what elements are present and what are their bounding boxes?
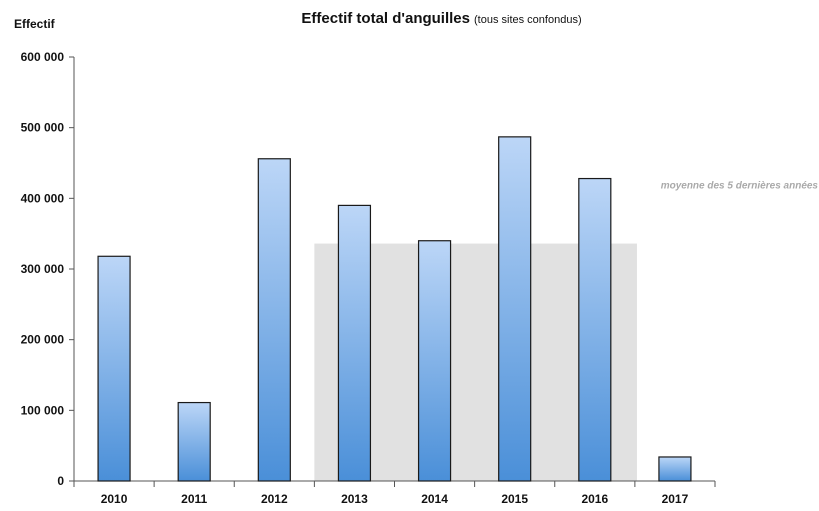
y-tick-label: 100 000 <box>21 403 65 417</box>
x-tick-label: 2015 <box>501 492 528 506</box>
y-tick-label: 400 000 <box>21 191 65 205</box>
bar-2016 <box>578 177 612 482</box>
x-tick-label: 2017 <box>662 492 689 506</box>
bar-2014 <box>417 240 452 482</box>
tick-labels: 0 100 000 200 000 300 000 400 000 500 000 600 … <box>21 50 689 506</box>
x-tick-label: 2016 <box>581 492 608 506</box>
bar-2012 <box>257 158 291 482</box>
y-tick-label: 500 000 <box>21 121 65 135</box>
x-tick-label: 2013 <box>341 492 368 506</box>
average-band-layer: moyenne des 5 dernières années <box>314 180 818 481</box>
y-tick-label: 200 000 <box>21 333 65 347</box>
y-axis-label: Effectif <box>14 17 56 31</box>
x-tick-label: 2011 <box>181 492 207 506</box>
x-tick-label: 2012 <box>261 492 288 506</box>
bar-2017 <box>658 456 692 482</box>
bar-2015 <box>498 136 532 482</box>
y-tick-label: 0 <box>57 474 64 488</box>
average-band-label: moyenne des 5 dernières années <box>661 180 819 191</box>
x-tick-label: 2010 <box>101 492 128 506</box>
chart-subtitle: (tous sites confondus) <box>474 14 582 26</box>
bars <box>97 136 692 482</box>
y-tick-label: 300 000 <box>21 262 65 276</box>
bar-2013 <box>337 204 372 482</box>
x-tick-label: 2014 <box>421 492 448 506</box>
bar-2010 <box>97 255 131 482</box>
bar-2011 <box>177 401 211 482</box>
chart-title: Effectif total d'anguilles <box>301 10 470 27</box>
y-tick-label: 600 000 <box>21 50 65 64</box>
